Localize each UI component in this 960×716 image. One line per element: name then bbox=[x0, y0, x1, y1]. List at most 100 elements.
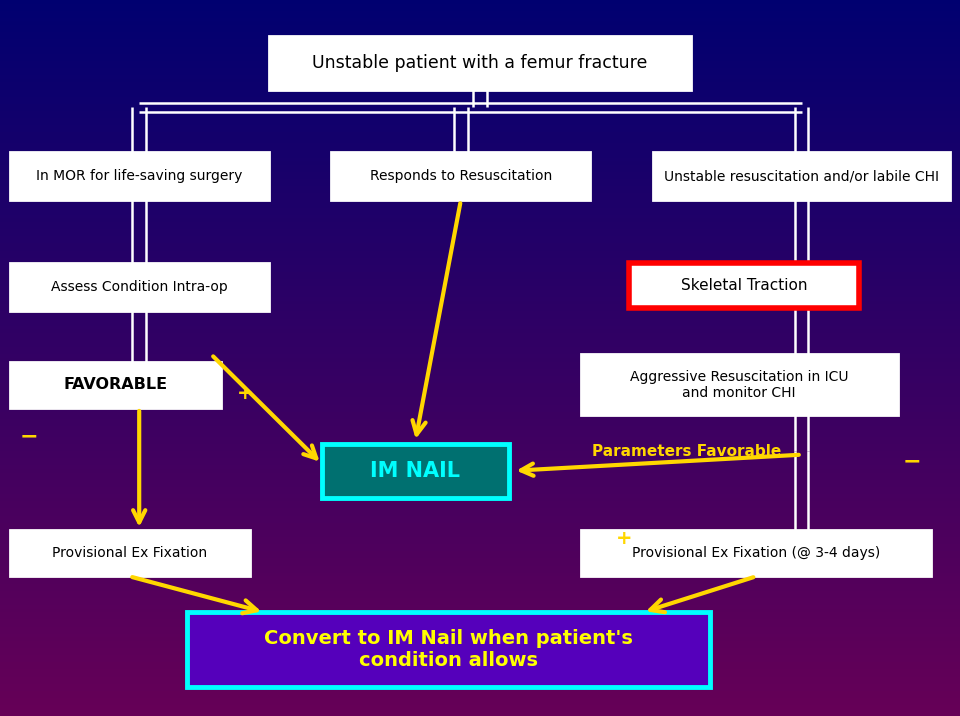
FancyBboxPatch shape bbox=[331, 152, 590, 200]
Bar bbox=[0, 426, 960, 430]
Bar bbox=[0, 712, 960, 716]
Bar bbox=[0, 498, 960, 501]
Bar bbox=[0, 222, 960, 226]
Text: Assess Condition Intra-op: Assess Condition Intra-op bbox=[51, 280, 228, 294]
Bar bbox=[0, 576, 960, 580]
Bar bbox=[0, 591, 960, 594]
Bar bbox=[0, 476, 960, 480]
Bar bbox=[0, 405, 960, 408]
Bar bbox=[0, 440, 960, 444]
Bar bbox=[0, 709, 960, 712]
Bar bbox=[0, 50, 960, 54]
Bar bbox=[0, 444, 960, 448]
Bar bbox=[0, 272, 960, 276]
Bar bbox=[0, 4, 960, 7]
Bar bbox=[0, 548, 960, 551]
Bar bbox=[0, 619, 960, 623]
Bar bbox=[0, 558, 960, 562]
Bar bbox=[0, 612, 960, 616]
Text: Parameters Favorable: Parameters Favorable bbox=[591, 444, 781, 458]
Bar bbox=[0, 215, 960, 218]
Bar bbox=[0, 526, 960, 530]
Bar bbox=[0, 469, 960, 473]
Bar bbox=[0, 573, 960, 576]
Bar bbox=[0, 695, 960, 698]
Bar bbox=[0, 437, 960, 440]
FancyBboxPatch shape bbox=[10, 362, 221, 408]
Bar bbox=[0, 57, 960, 61]
Bar bbox=[0, 175, 960, 179]
Text: Provisional Ex Fixation: Provisional Ex Fixation bbox=[52, 546, 207, 560]
Bar bbox=[0, 29, 960, 32]
Bar bbox=[0, 637, 960, 641]
Bar bbox=[0, 0, 960, 4]
Bar bbox=[0, 630, 960, 634]
Bar bbox=[0, 183, 960, 186]
Bar bbox=[0, 623, 960, 626]
Text: Skeletal Traction: Skeletal Traction bbox=[681, 278, 807, 293]
Bar bbox=[0, 226, 960, 229]
Bar bbox=[0, 490, 960, 494]
Bar bbox=[0, 240, 960, 243]
FancyBboxPatch shape bbox=[187, 612, 710, 687]
Bar bbox=[0, 390, 960, 394]
Bar bbox=[0, 462, 960, 465]
FancyBboxPatch shape bbox=[581, 354, 898, 415]
Text: Unstable resuscitation and/or labile CHI: Unstable resuscitation and/or labile CHI bbox=[664, 169, 939, 183]
Bar bbox=[0, 158, 960, 161]
Bar bbox=[0, 21, 960, 25]
Bar bbox=[0, 587, 960, 591]
Bar bbox=[0, 251, 960, 254]
Bar bbox=[0, 401, 960, 405]
Bar bbox=[0, 82, 960, 86]
Bar bbox=[0, 412, 960, 415]
Bar bbox=[0, 487, 960, 490]
Bar bbox=[0, 200, 960, 204]
Bar bbox=[0, 140, 960, 143]
Bar bbox=[0, 86, 960, 90]
Bar bbox=[0, 75, 960, 79]
Bar bbox=[0, 243, 960, 247]
Bar bbox=[0, 666, 960, 669]
Bar bbox=[0, 569, 960, 573]
Bar bbox=[0, 451, 960, 455]
Bar bbox=[0, 394, 960, 397]
Bar bbox=[0, 32, 960, 36]
Bar bbox=[0, 659, 960, 662]
Bar bbox=[0, 433, 960, 437]
Bar bbox=[0, 111, 960, 115]
Bar bbox=[0, 354, 960, 358]
Bar bbox=[0, 422, 960, 426]
Bar bbox=[0, 190, 960, 193]
Bar bbox=[0, 580, 960, 584]
Bar bbox=[0, 132, 960, 136]
Bar bbox=[0, 208, 960, 211]
FancyBboxPatch shape bbox=[10, 530, 250, 576]
Bar bbox=[0, 218, 960, 222]
Bar bbox=[0, 115, 960, 118]
Bar bbox=[0, 337, 960, 340]
Bar bbox=[0, 555, 960, 558]
Bar bbox=[0, 261, 960, 265]
Bar bbox=[0, 698, 960, 702]
Bar bbox=[0, 419, 960, 422]
Bar bbox=[0, 286, 960, 290]
Bar bbox=[0, 372, 960, 376]
Bar bbox=[0, 566, 960, 569]
Bar bbox=[0, 165, 960, 168]
FancyBboxPatch shape bbox=[581, 530, 931, 576]
Bar bbox=[0, 505, 960, 508]
Bar bbox=[0, 315, 960, 319]
Bar bbox=[0, 609, 960, 612]
Bar bbox=[0, 136, 960, 140]
Text: +: + bbox=[615, 529, 633, 548]
Bar bbox=[0, 691, 960, 695]
Text: Convert to IM Nail when patient's
condition allows: Convert to IM Nail when patient's condit… bbox=[264, 629, 634, 670]
Bar bbox=[0, 379, 960, 383]
Bar bbox=[0, 301, 960, 304]
FancyBboxPatch shape bbox=[629, 263, 859, 308]
Bar bbox=[0, 186, 960, 190]
Bar bbox=[0, 204, 960, 208]
Bar bbox=[0, 254, 960, 258]
Bar bbox=[0, 519, 960, 523]
